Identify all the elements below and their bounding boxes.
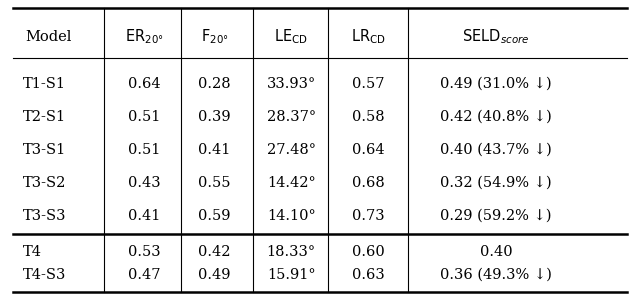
Text: 14.10°: 14.10° [267,208,316,223]
Text: 0.41: 0.41 [128,208,160,223]
Text: 27.48°: 27.48° [267,143,316,157]
Text: $\mathrm{ER}_{20°}$: $\mathrm{ER}_{20°}$ [125,28,163,47]
Text: $\mathrm{SELD}_{score}$: $\mathrm{SELD}_{score}$ [462,28,530,47]
Text: 0.41: 0.41 [198,143,230,157]
Text: $\mathrm{LE}_{\mathrm{CD}}$: $\mathrm{LE}_{\mathrm{CD}}$ [274,28,308,47]
Text: 0.47: 0.47 [128,268,160,281]
Text: 0.73: 0.73 [352,208,384,223]
Text: 0.51: 0.51 [128,110,160,124]
Text: 0.57: 0.57 [352,77,384,91]
Text: $\mathrm{F}_{20°}$: $\mathrm{F}_{20°}$ [200,28,228,47]
Text: 0.64: 0.64 [128,77,160,91]
Text: 0.68: 0.68 [351,175,385,190]
Text: T3-S2: T3-S2 [22,175,66,190]
Text: Model: Model [25,30,71,44]
Text: 18.33°: 18.33° [267,245,316,259]
Text: 0.32 (54.9% ↓): 0.32 (54.9% ↓) [440,175,552,190]
Text: 0.59: 0.59 [198,208,230,223]
Text: T3-S1: T3-S1 [22,143,66,157]
Text: 0.49: 0.49 [198,268,230,281]
Text: 0.39: 0.39 [198,110,230,124]
Text: 33.93°: 33.93° [267,77,316,91]
Text: 0.63: 0.63 [351,268,385,281]
Text: 0.55: 0.55 [198,175,230,190]
Text: 0.40 (43.7% ↓): 0.40 (43.7% ↓) [440,143,552,157]
Text: 14.42°: 14.42° [267,175,316,190]
Text: T3-S3: T3-S3 [22,208,66,223]
Text: 0.49 (31.0% ↓): 0.49 (31.0% ↓) [440,77,552,91]
Text: 15.91°: 15.91° [267,268,316,281]
Text: 0.40: 0.40 [480,245,512,259]
Text: 0.60: 0.60 [351,245,385,259]
Text: $\mathrm{LR}_{\mathrm{CD}}$: $\mathrm{LR}_{\mathrm{CD}}$ [351,28,385,47]
Text: T4: T4 [22,245,42,259]
Text: T1-S1: T1-S1 [22,77,65,91]
Text: 0.36 (49.3% ↓): 0.36 (49.3% ↓) [440,268,552,281]
Text: T4-S3: T4-S3 [22,268,66,281]
Text: 0.42: 0.42 [198,245,230,259]
Text: 0.51: 0.51 [128,143,160,157]
Text: 0.64: 0.64 [352,143,384,157]
Text: T2-S1: T2-S1 [22,110,65,124]
Text: 0.42 (40.8% ↓): 0.42 (40.8% ↓) [440,110,552,124]
Text: 0.28: 0.28 [198,77,230,91]
Text: 0.58: 0.58 [352,110,384,124]
Text: 28.37°: 28.37° [267,110,316,124]
Text: 0.29 (59.2% ↓): 0.29 (59.2% ↓) [440,208,552,223]
Text: 0.43: 0.43 [128,175,160,190]
Text: 0.53: 0.53 [128,245,160,259]
